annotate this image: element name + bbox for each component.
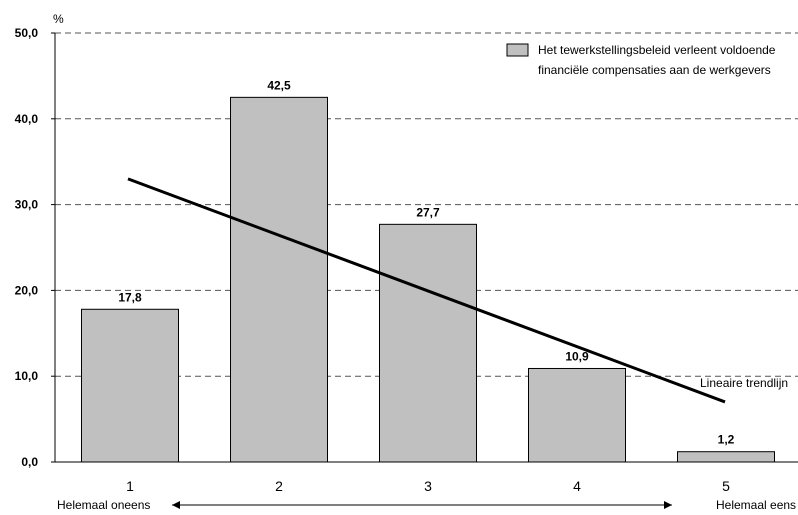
legend-swatch xyxy=(506,43,529,57)
bar-data-label: 17,8 xyxy=(118,290,142,304)
scale-arrow-head-right xyxy=(664,501,672,509)
y-tick-label: 20,0 xyxy=(15,283,39,297)
scale-arrow-head-left xyxy=(172,501,180,509)
axes xyxy=(54,33,798,463)
trendline-label: Lineaire trendlijn xyxy=(700,376,788,390)
x-tick-label: 4 xyxy=(573,478,581,494)
bar xyxy=(81,308,179,463)
y-axis-ticks: 0,0 10,0 20,0 30,0 40,0 50,0 xyxy=(15,26,55,469)
bar-data-label: 27,7 xyxy=(416,205,440,219)
y-tick-label: 50,0 xyxy=(15,26,39,40)
y-unit-label: % xyxy=(53,12,64,26)
legend-text-line2: financiële compensaties aan de werkgever… xyxy=(538,63,771,77)
trendline-group xyxy=(127,177,726,404)
scale-arrow xyxy=(172,501,672,509)
bar-data-label: 1,2 xyxy=(718,433,735,447)
x-tick-label: 3 xyxy=(424,478,432,494)
bar-data-label: 10,9 xyxy=(565,349,589,363)
bar-data-label: 42,5 xyxy=(267,78,291,92)
x-tick-label: 5 xyxy=(722,478,730,494)
trendline xyxy=(127,177,726,404)
x-tick-label: 1 xyxy=(126,478,134,494)
scale-label-left: Helemaal oneens xyxy=(57,498,150,512)
bar xyxy=(230,96,328,463)
legend-text-line1: Het tewerkstellingsbeleid verleent voldo… xyxy=(538,43,776,57)
y-tick-label: 0,0 xyxy=(21,455,38,469)
bar xyxy=(528,367,626,463)
x-axis-labels: 1 2 3 4 5 xyxy=(126,478,730,494)
bar xyxy=(379,223,477,463)
y-tick-label: 40,0 xyxy=(15,112,39,126)
legend: Het tewerkstellingsbeleid verleent voldo… xyxy=(506,43,776,77)
y-tick-label: 10,0 xyxy=(15,369,39,383)
bars: 17,8 42,5 27,7 10,9 1,2 xyxy=(81,78,775,463)
x-tick-label: 2 xyxy=(275,478,283,494)
bar xyxy=(677,451,775,463)
scale-label-right: Helemaal eens xyxy=(716,498,796,512)
y-tick-label: 30,0 xyxy=(15,198,39,212)
